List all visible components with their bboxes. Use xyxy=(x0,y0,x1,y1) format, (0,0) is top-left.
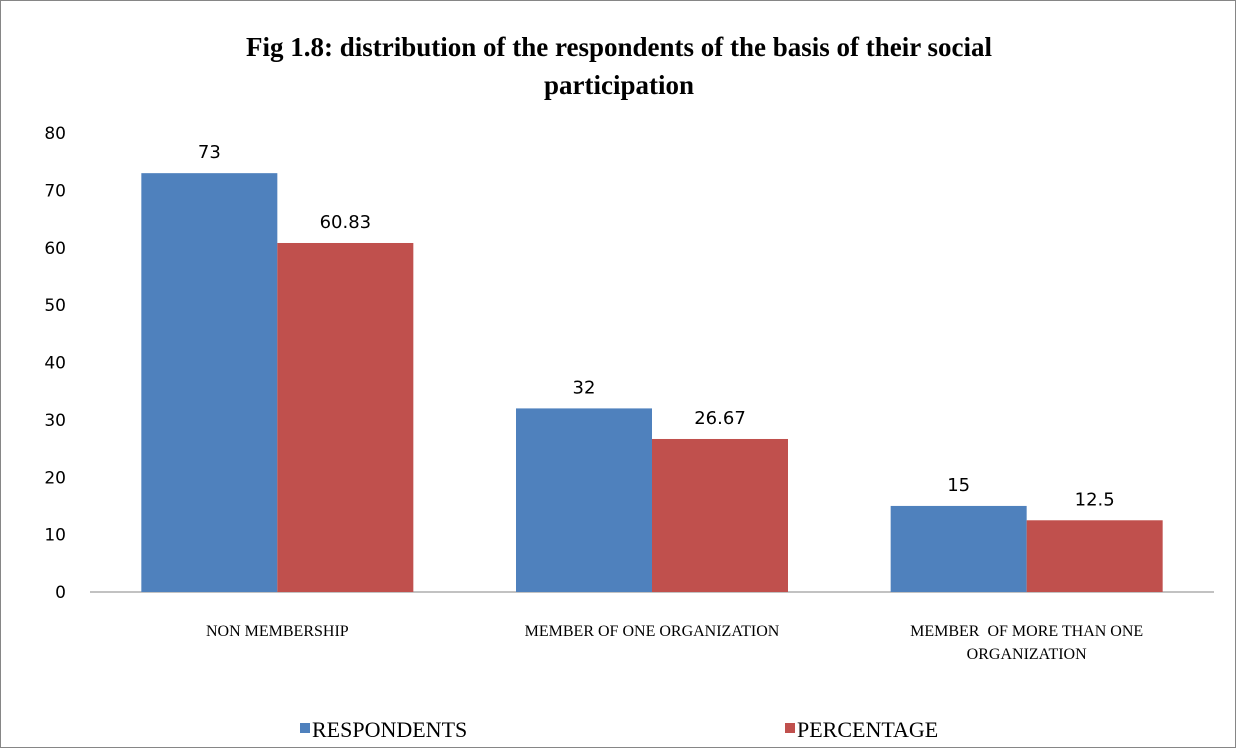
bar-respondents-0 xyxy=(141,173,278,592)
y-tick-label: 50 xyxy=(44,296,66,316)
chart-title: Fig 1.8: distribution of the respondents… xyxy=(0,28,1238,104)
y-tick-label: 80 xyxy=(44,124,66,144)
y-tick-label: 60 xyxy=(44,239,66,259)
x-category-label: MEMBER OF ONE ORGANIZATION xyxy=(525,623,780,640)
data-label: 26.67 xyxy=(694,408,746,429)
y-tick-label: 70 xyxy=(44,181,66,201)
legend-swatch-percentage xyxy=(785,723,795,733)
chart-title-line-2: participation xyxy=(543,70,694,100)
y-tick-label: 0 xyxy=(55,583,66,603)
data-label: 12.5 xyxy=(1075,489,1115,510)
legend-label-percentage: PERCENTAGE xyxy=(797,717,938,742)
legend-label-respondents: RESPONDENTS xyxy=(312,717,467,742)
bar-percentage-2 xyxy=(1026,520,1163,592)
x-category-label: ORGANIZATION xyxy=(967,646,1087,663)
data-label: 32 xyxy=(573,377,596,398)
data-label: 15 xyxy=(947,475,970,496)
y-tick-label: 30 xyxy=(44,411,66,431)
bar-percentage-0 xyxy=(277,242,414,593)
chart-title-line-1: Fig 1.8: distribution of the respondents… xyxy=(245,32,993,62)
data-label: 60.83 xyxy=(320,212,372,233)
bar-respondents-2 xyxy=(890,505,1027,592)
bar-respondents-1 xyxy=(516,408,652,592)
x-category-label: NON MEMBERSHIP xyxy=(206,623,349,640)
legend-swatch-respondents xyxy=(300,723,310,733)
bar-percentage-1 xyxy=(652,438,788,592)
y-tick-label: 10 xyxy=(44,526,66,546)
data-label: 73 xyxy=(198,142,221,163)
y-tick-label: 20 xyxy=(44,468,66,488)
y-tick-label: 40 xyxy=(44,354,66,374)
x-category-label: MEMBER OF MORE THAN ONE xyxy=(910,623,1143,640)
